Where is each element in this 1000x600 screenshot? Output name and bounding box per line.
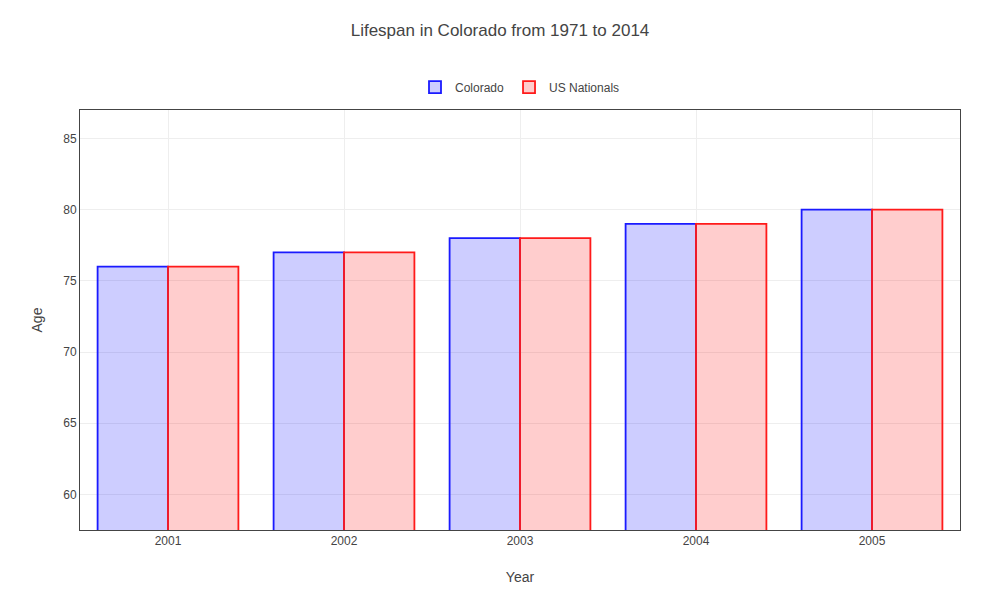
svg-text:US Nationals: US Nationals — [549, 81, 619, 95]
svg-text:2002: 2002 — [331, 534, 358, 548]
svg-text:Age: Age — [29, 307, 45, 332]
svg-text:85: 85 — [63, 132, 77, 146]
svg-text:2005: 2005 — [859, 534, 886, 548]
svg-text:Year: Year — [506, 569, 535, 585]
svg-text:70: 70 — [63, 345, 77, 359]
svg-text:75: 75 — [63, 274, 77, 288]
svg-text:60: 60 — [63, 488, 77, 502]
svg-text:2003: 2003 — [507, 534, 534, 548]
svg-text:65: 65 — [63, 416, 77, 430]
svg-text:2001: 2001 — [155, 534, 182, 548]
svg-text:80: 80 — [63, 203, 77, 217]
svg-text:Lifespan in Colorado from 1971: Lifespan in Colorado from 1971 to 2014 — [351, 21, 650, 40]
svg-text:Colorado: Colorado — [455, 81, 504, 95]
svg-text:2004: 2004 — [683, 534, 710, 548]
